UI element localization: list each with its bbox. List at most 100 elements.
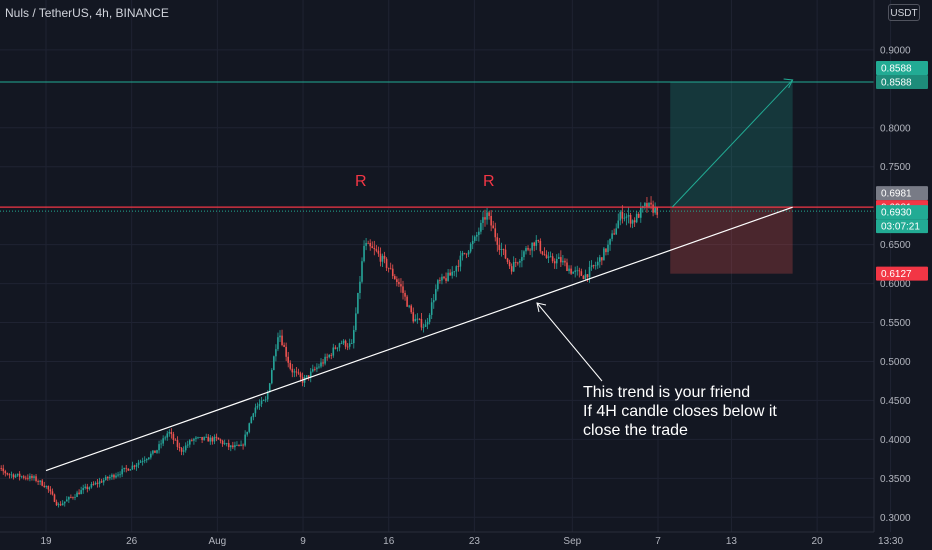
candle-body bbox=[361, 261, 363, 282]
candle bbox=[646, 197, 648, 213]
candle-body bbox=[584, 274, 587, 279]
candle-body bbox=[223, 443, 226, 445]
candle bbox=[35, 474, 37, 483]
candle bbox=[541, 251, 544, 256]
candle bbox=[45, 485, 48, 489]
candle bbox=[14, 473, 17, 479]
target-price-label: 0.8588 bbox=[876, 60, 928, 75]
candle-body bbox=[256, 405, 259, 408]
candle-body bbox=[268, 383, 271, 393]
candle-body bbox=[148, 457, 150, 460]
candle-body bbox=[184, 445, 187, 451]
candle bbox=[117, 471, 119, 478]
candle bbox=[8, 473, 11, 479]
candle-body bbox=[348, 343, 351, 347]
candle-body bbox=[373, 247, 376, 250]
candle-body bbox=[568, 268, 570, 272]
candle-body bbox=[412, 312, 415, 322]
candle-body bbox=[490, 215, 492, 226]
candle bbox=[619, 210, 622, 226]
candle bbox=[225, 442, 228, 447]
candle bbox=[275, 344, 277, 362]
candle-body bbox=[447, 272, 449, 281]
candle-body bbox=[47, 485, 50, 490]
candle-body bbox=[558, 257, 560, 259]
candle bbox=[55, 499, 58, 506]
candle bbox=[633, 217, 636, 227]
candle bbox=[615, 223, 617, 235]
candle-body bbox=[482, 217, 484, 223]
candle bbox=[90, 481, 93, 489]
candle-body bbox=[633, 220, 636, 223]
y-tick-label: 0.9000 bbox=[880, 45, 911, 56]
candle-body bbox=[531, 242, 533, 251]
candle-body bbox=[439, 280, 441, 281]
candle-body bbox=[195, 437, 197, 439]
candle-body bbox=[281, 335, 283, 346]
candle bbox=[238, 444, 240, 447]
candle-body bbox=[619, 212, 622, 221]
candle-body bbox=[129, 469, 132, 471]
candle bbox=[109, 474, 111, 481]
candle bbox=[277, 332, 279, 352]
candle bbox=[57, 502, 60, 508]
candle bbox=[488, 211, 490, 220]
candle bbox=[555, 254, 558, 270]
candle bbox=[564, 258, 566, 267]
candle-body bbox=[453, 271, 456, 273]
candle bbox=[381, 253, 384, 267]
candle-body bbox=[615, 228, 617, 235]
candle bbox=[248, 422, 251, 434]
candle bbox=[508, 259, 511, 269]
candle bbox=[389, 262, 392, 270]
candle bbox=[107, 476, 109, 481]
candle bbox=[594, 261, 597, 270]
candle bbox=[170, 428, 173, 439]
candle bbox=[143, 456, 146, 464]
candle bbox=[154, 450, 156, 453]
candle-body bbox=[607, 244, 609, 253]
candle bbox=[432, 294, 435, 309]
candle bbox=[119, 471, 121, 478]
candle-body bbox=[613, 233, 615, 235]
candle-body bbox=[164, 437, 166, 439]
candle-body bbox=[572, 271, 574, 274]
candle bbox=[531, 242, 533, 258]
candle-body bbox=[258, 404, 261, 406]
candle bbox=[84, 483, 87, 490]
candle bbox=[180, 446, 183, 456]
candle-body bbox=[80, 490, 82, 495]
currency-button[interactable]: USDT bbox=[888, 4, 920, 21]
candle bbox=[387, 267, 390, 273]
candle bbox=[574, 266, 576, 278]
candle-body bbox=[539, 241, 542, 252]
candle-body bbox=[586, 274, 589, 278]
candle-body bbox=[318, 366, 320, 368]
candle-body bbox=[254, 407, 257, 414]
candle-body bbox=[387, 267, 390, 269]
candle bbox=[221, 439, 224, 447]
candle-body bbox=[289, 362, 292, 369]
candle bbox=[324, 353, 326, 366]
candle-body bbox=[588, 266, 591, 278]
candle-body bbox=[82, 487, 84, 491]
candle bbox=[25, 475, 27, 481]
candle-body bbox=[127, 468, 130, 471]
candle-body bbox=[242, 444, 244, 446]
candle-body bbox=[20, 476, 23, 478]
candle-body bbox=[92, 484, 95, 485]
candle bbox=[457, 259, 460, 272]
candle-body bbox=[506, 258, 509, 262]
candle-body bbox=[631, 220, 634, 224]
candle-body bbox=[314, 369, 316, 370]
candle-body bbox=[512, 262, 515, 272]
candle-body bbox=[145, 459, 148, 461]
candle-body bbox=[234, 445, 236, 448]
loss-zone bbox=[670, 207, 793, 274]
candle-body bbox=[6, 473, 9, 475]
candle-body bbox=[215, 436, 218, 438]
candle bbox=[330, 353, 333, 360]
candle-body bbox=[22, 476, 25, 478]
candle-body bbox=[70, 497, 72, 498]
